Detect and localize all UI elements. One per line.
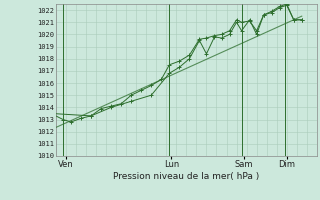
X-axis label: Pression niveau de la mer( hPa ): Pression niveau de la mer( hPa ) [113,172,260,181]
